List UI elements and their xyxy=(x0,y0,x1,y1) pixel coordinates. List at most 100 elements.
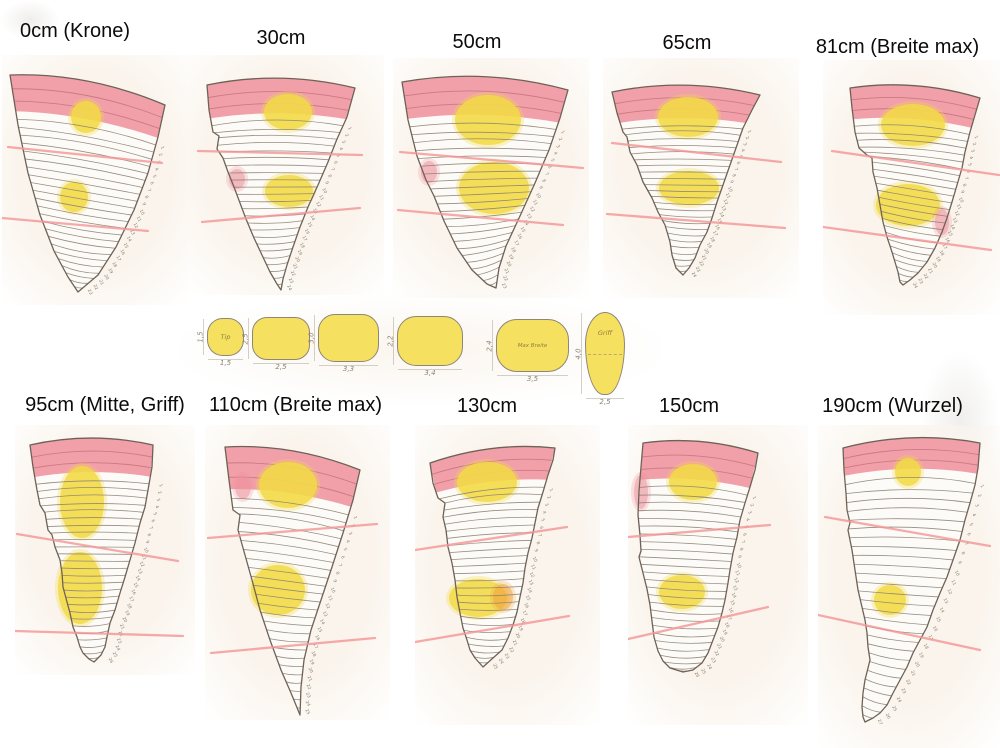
growth-ring-line xyxy=(444,493,543,504)
ring-number: 6 xyxy=(965,532,972,537)
ring-number: 4 xyxy=(154,505,161,510)
red-marker-smudge xyxy=(235,475,251,499)
ring-number: 16 xyxy=(522,602,530,610)
growth-ring-line xyxy=(644,578,728,585)
cone-outline xyxy=(849,84,981,286)
dimension-label-width: 3,4 xyxy=(424,369,436,377)
cross-section-4: 2,2 3,4 xyxy=(387,316,463,377)
ring-number: 22 xyxy=(507,646,515,654)
yellow-marker-highlight xyxy=(659,171,719,205)
dimension-label-height: 2,4 xyxy=(485,339,494,352)
red-marker-smudge xyxy=(634,475,648,509)
dimension-label-width: 3,5 xyxy=(526,375,539,383)
growth-ring-line xyxy=(255,593,321,603)
shape-inner-label xyxy=(253,318,309,359)
ring-number: 2 xyxy=(744,135,751,140)
ring-number: 14 xyxy=(948,223,956,231)
ring-number: 3 xyxy=(155,497,162,502)
ring-number: 14 xyxy=(522,219,530,227)
yellow-marker-highlight xyxy=(459,162,529,214)
panel-label-150cm: 150cm xyxy=(658,395,720,417)
ring-number: 1 xyxy=(159,145,166,150)
ring-number: 18 xyxy=(708,236,716,244)
ring-number: 17 xyxy=(512,239,520,247)
ring-number: 10 xyxy=(735,562,743,570)
dimension-guide xyxy=(208,359,243,360)
growth-ring-line xyxy=(228,172,324,174)
ring-number: 22 xyxy=(289,270,297,278)
pink-reference-line xyxy=(209,636,377,655)
ring-number: 9 xyxy=(956,560,963,565)
growth-ring-line xyxy=(638,501,744,511)
ring-number: 20 xyxy=(913,661,921,669)
growth-ring-line xyxy=(263,255,291,259)
ring-number: 5 xyxy=(539,518,546,523)
ring-number: 23 xyxy=(899,687,907,695)
ring-number: 16 xyxy=(931,625,939,633)
yellow-marker-highlight xyxy=(457,462,517,502)
growth-ring-line xyxy=(245,557,331,571)
growth-ring-line xyxy=(459,608,518,611)
growth-ring-line xyxy=(879,203,948,217)
cross-section-griff: Griff 4,0 2,5 xyxy=(575,312,625,406)
growth-ring-line xyxy=(675,264,691,267)
ring-number: 6 xyxy=(148,181,155,186)
ring-number: 1 xyxy=(973,135,980,140)
ring-number: 6 xyxy=(735,161,742,166)
ring-number: 6 xyxy=(546,165,553,170)
yellow-marker-highlight xyxy=(449,579,507,617)
growth-ring-line xyxy=(867,643,914,652)
ring-number: 10 xyxy=(534,192,542,200)
ring-number: 22 xyxy=(713,650,721,658)
growth-ring-line xyxy=(236,193,315,195)
growth-ring-line xyxy=(878,196,950,210)
pink-band xyxy=(30,438,153,477)
ring-number: 14 xyxy=(134,575,142,583)
growth-ring-line xyxy=(40,503,146,507)
ring-number: 18 xyxy=(938,249,946,257)
growth-ring-line xyxy=(44,509,144,513)
growth-ring-line xyxy=(867,634,919,643)
growth-ring-line xyxy=(38,494,147,500)
ring-number: 25 xyxy=(699,668,707,676)
growth-ring-line xyxy=(868,652,910,661)
pink-band-line xyxy=(431,458,553,475)
growth-ring-line xyxy=(670,245,700,249)
pink-reference-line xyxy=(6,145,164,165)
growth-ring-line xyxy=(463,629,511,633)
ring-number: 1 xyxy=(978,484,985,489)
ring-number: 10 xyxy=(953,570,961,578)
ring-number: 15 xyxy=(316,626,324,634)
ring-number: 11 xyxy=(531,199,539,207)
growth-ring-line xyxy=(30,182,138,202)
yellow-marker-highlight xyxy=(60,466,104,538)
growth-ring-line xyxy=(247,220,303,224)
growth-ring-line xyxy=(65,272,94,279)
ring-number: 17 xyxy=(127,595,135,603)
ring-number: 7 xyxy=(963,176,970,181)
growth-ring-line xyxy=(456,593,521,597)
ring-number: 7 xyxy=(740,540,747,545)
ring-number: 24 xyxy=(304,700,312,708)
growth-ring-line xyxy=(882,217,943,231)
ring-number: 21 xyxy=(118,623,126,631)
ring-number: 22 xyxy=(92,283,100,291)
section-drawing-150cm: 1234567891011121314151617181920212223242… xyxy=(628,425,808,725)
ring-number: 10 xyxy=(531,556,539,564)
ring-number: 8 xyxy=(143,195,150,200)
growth-ring-line xyxy=(845,477,976,486)
ring-number: 19 xyxy=(123,609,131,617)
cone-outline xyxy=(637,439,759,673)
growth-ring-line xyxy=(470,650,500,654)
ring-number: 20 xyxy=(306,667,314,675)
ring-number: 8 xyxy=(334,571,341,576)
yellow-marker-highlight xyxy=(876,184,940,226)
growth-ring-line xyxy=(54,250,108,262)
growth-ring-line xyxy=(460,615,516,620)
growth-ring-line xyxy=(894,259,924,268)
pink-reference-line xyxy=(628,523,772,539)
growth-ring-line xyxy=(20,134,152,160)
growth-ring-line xyxy=(231,497,349,516)
dimension-guide xyxy=(492,320,493,371)
ring-number: 20 xyxy=(718,636,726,644)
